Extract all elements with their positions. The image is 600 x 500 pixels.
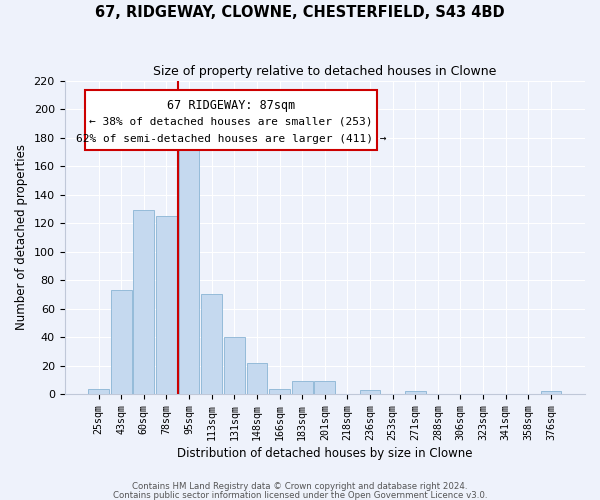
Text: 67, RIDGEWAY, CLOWNE, CHESTERFIELD, S43 4BD: 67, RIDGEWAY, CLOWNE, CHESTERFIELD, S43 … — [95, 5, 505, 20]
Bar — [201, 294, 222, 394]
Bar — [156, 216, 177, 394]
Text: Contains public sector information licensed under the Open Government Licence v3: Contains public sector information licen… — [113, 490, 487, 500]
X-axis label: Distribution of detached houses by size in Clowne: Distribution of detached houses by size … — [177, 447, 473, 460]
Text: Contains HM Land Registry data © Crown copyright and database right 2024.: Contains HM Land Registry data © Crown c… — [132, 482, 468, 491]
Bar — [314, 382, 335, 394]
Bar — [224, 338, 245, 394]
Bar — [405, 392, 425, 394]
Text: 62% of semi-detached houses are larger (411) →: 62% of semi-detached houses are larger (… — [76, 134, 386, 144]
Bar — [111, 290, 131, 395]
Bar — [88, 388, 109, 394]
Text: 67 RIDGEWAY: 87sqm: 67 RIDGEWAY: 87sqm — [167, 100, 295, 112]
Bar — [133, 210, 154, 394]
Bar — [292, 382, 313, 394]
Bar — [179, 138, 199, 394]
Bar — [247, 363, 268, 394]
Text: ← 38% of detached houses are smaller (253): ← 38% of detached houses are smaller (25… — [89, 116, 373, 126]
Bar — [541, 392, 562, 394]
Y-axis label: Number of detached properties: Number of detached properties — [15, 144, 28, 330]
Bar — [359, 390, 380, 394]
FancyBboxPatch shape — [85, 90, 377, 150]
Title: Size of property relative to detached houses in Clowne: Size of property relative to detached ho… — [153, 65, 496, 78]
Bar — [269, 388, 290, 394]
